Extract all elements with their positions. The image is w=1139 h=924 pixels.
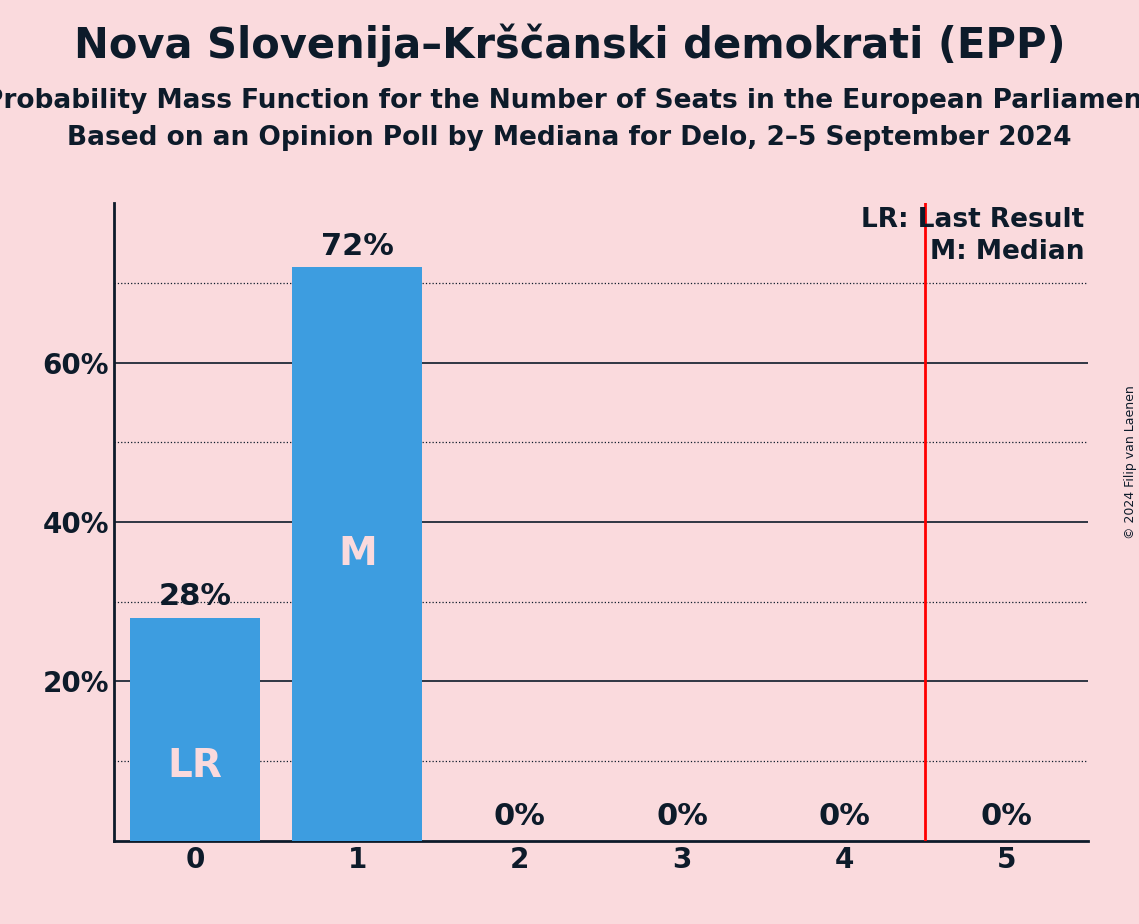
Text: © 2024 Filip van Laenen: © 2024 Filip van Laenen <box>1124 385 1137 539</box>
Text: Nova Slovenija–Krščanski demokrati (EPP): Nova Slovenija–Krščanski demokrati (EPP) <box>74 23 1065 67</box>
Text: Based on an Opinion Poll by Mediana for Delo, 2–5 September 2024: Based on an Opinion Poll by Mediana for … <box>67 125 1072 151</box>
Bar <box>130 617 260 841</box>
Text: LR: LR <box>167 748 222 785</box>
Text: 72%: 72% <box>321 232 394 261</box>
Text: M: M <box>338 535 377 573</box>
Text: LR: Last Result: LR: Last Result <box>861 207 1084 233</box>
Text: Probability Mass Function for the Number of Seats in the European Parliament: Probability Mass Function for the Number… <box>0 88 1139 114</box>
Text: 0%: 0% <box>818 802 870 832</box>
Text: 28%: 28% <box>158 582 231 612</box>
Text: 0%: 0% <box>981 802 1033 832</box>
Text: 0%: 0% <box>493 802 546 832</box>
Text: 0%: 0% <box>656 802 708 832</box>
Text: M: Median: M: Median <box>931 239 1084 265</box>
Bar <box>293 267 423 841</box>
